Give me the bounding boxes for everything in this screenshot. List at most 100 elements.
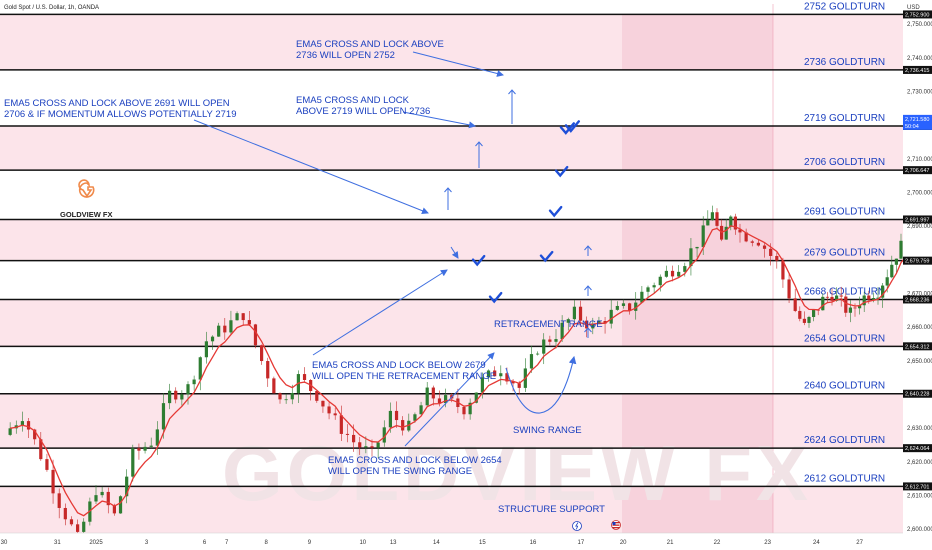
symbol-title: Gold Spot / U.S. Dollar, 1h, OANDA — [4, 5, 99, 11]
level-tag-6: 2,668.236 — [905, 297, 929, 303]
candle-39 — [247, 310, 251, 326]
candle-body-76 — [474, 392, 478, 403]
candle-body-102 — [634, 302, 638, 311]
candle-45 — [284, 394, 288, 404]
candle-body-139 — [835, 295, 839, 301]
level-tag-bg-5 — [903, 256, 932, 265]
candle-body-0 — [8, 428, 12, 435]
candle-99 — [615, 301, 619, 311]
level-tag-10: 2,612.701 — [905, 484, 929, 490]
candle-body-104 — [646, 287, 650, 292]
level-band-right-1 — [622, 125, 773, 171]
candle-body-24 — [155, 429, 159, 446]
candle-112 — [695, 246, 699, 258]
candle-body-26 — [168, 390, 172, 404]
check-mark-icon-2 — [554, 165, 569, 178]
candle-125 — [762, 242, 767, 258]
candle-body-77 — [480, 377, 484, 393]
time-tick-9: 13 — [390, 540, 397, 546]
time-axis[interactable]: 30 31 2025 3 6 7 8 9 10 13 14 15 16 17 20 21 22 23 24 27 — [0, 532, 903, 550]
candle-body-20 — [131, 448, 135, 477]
candle-67 — [419, 401, 423, 415]
candle-103 — [640, 285, 644, 304]
note-2736-line-1: ABOVE 2719 WILL OPEN 2736 — [296, 106, 430, 117]
level-label-6: 2668 GOLDTURN — [804, 286, 885, 297]
level-label-7: 2654 GOLDTURN — [804, 333, 885, 344]
candle-body-145 — [862, 295, 866, 306]
candle-137 — [825, 292, 829, 303]
candle-101 — [628, 302, 632, 315]
price-tick-15: 2,750.000 — [907, 22, 932, 28]
candle-98 — [609, 299, 613, 329]
candle-body-123 — [750, 241, 754, 243]
up-arrow-2-head — [475, 141, 483, 147]
candle-body-114 — [706, 220, 710, 226]
level-tag-bg-7 — [903, 342, 932, 351]
time-tick-2: 2025 — [89, 540, 103, 546]
candle-50 — [315, 390, 319, 403]
candle-body-149 — [881, 285, 885, 298]
candle-body-59 — [370, 446, 374, 448]
price-axis-tags: 2,752.9002,736.4152,719.7712,706.6472,69… — [903, 10, 932, 491]
candle-body-41 — [260, 345, 264, 362]
candle-7 — [51, 459, 55, 504]
candle-body-132 — [802, 318, 806, 323]
candle-body-148 — [876, 297, 880, 299]
candle-body-40 — [253, 324, 258, 346]
level-tag-1: 2,736.415 — [905, 68, 929, 74]
candle-body-137 — [825, 296, 829, 298]
time-axis-ticks: 30 31 2025 3 6 7 8 9 10 13 14 15 16 17 20 21 22 23 24 27 — [1, 540, 864, 546]
level-band-right-2 — [622, 219, 773, 261]
swing-curve-arrow — [505, 355, 577, 414]
time-tick-15: 21 — [667, 540, 674, 546]
candle-body-17 — [112, 505, 116, 514]
candle-32 — [204, 331, 208, 364]
candle-64 — [401, 416, 405, 436]
candle-body-3 — [26, 421, 31, 430]
note-2752-line-1: 2736 WILL OPEN 2752 — [296, 50, 395, 61]
candle-57 — [358, 436, 362, 455]
candle-body-126 — [769, 248, 773, 256]
candle-body-129 — [787, 279, 791, 299]
time-tick-8: 10 — [359, 540, 366, 546]
header: Gold Spot / U.S. Dollar, 1h, OANDA — [4, 5, 99, 11]
candle-114 — [706, 210, 710, 226]
candle-61 — [382, 420, 386, 447]
time-tick-0: 30 — [1, 540, 8, 546]
note-swing-line-0: EMA5 CROSS AND LOCK BELOW 2654 — [328, 455, 502, 466]
candle-body-86 — [536, 353, 540, 355]
level-tag-0: 2,752.900 — [905, 12, 929, 18]
price-axis[interactable]: USD 2,600.000 2,610.000 2,620.000 2,630.000… — [903, 0, 932, 550]
candle-body-56 — [352, 434, 356, 443]
level-tag-bg-3 — [903, 166, 932, 175]
candle-105 — [652, 282, 656, 293]
candle-15 — [100, 486, 104, 498]
note-swing-line-1: WILL OPEN THE SWING RANGE — [328, 466, 472, 477]
candle-body-18 — [118, 496, 123, 514]
level-tag-bg-4 — [903, 215, 932, 224]
candle-79 — [493, 366, 497, 377]
event-icons[interactable] — [572, 520, 621, 531]
logo-text: GOLDVIEW FX — [60, 210, 113, 219]
candle-40 — [253, 323, 258, 349]
candle-130 — [793, 289, 797, 313]
candle-85 — [529, 345, 534, 373]
candle-51 — [321, 400, 325, 413]
candle-35 — [223, 318, 227, 340]
check-mark-icon-0 — [564, 120, 580, 133]
price-tick-13: 2,730.000 — [907, 90, 932, 96]
swing-range-label: SWING RANGE — [513, 425, 582, 436]
candle-28 — [180, 390, 184, 407]
candle-111 — [689, 237, 693, 276]
candle-body-109 — [677, 271, 681, 277]
candle-80 — [499, 365, 503, 386]
level-tag-bg-8 — [903, 389, 932, 398]
candle-body-101 — [628, 303, 632, 311]
time-tick-4: 6 — [203, 540, 207, 546]
level-tag-8: 2,640.228 — [905, 392, 929, 398]
candle-141 — [844, 293, 848, 317]
candle-97 — [603, 316, 607, 334]
candle-body-111 — [689, 248, 693, 267]
candle-11 — [76, 519, 80, 535]
